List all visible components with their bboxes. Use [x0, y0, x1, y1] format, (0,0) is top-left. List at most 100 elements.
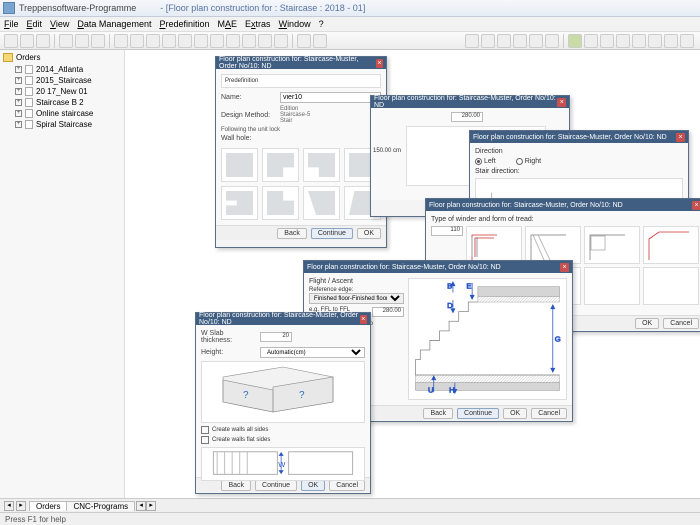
- name-field[interactable]: [280, 92, 381, 103]
- tb-a2[interactable]: [146, 34, 160, 48]
- radio-right[interactable]: Right: [516, 158, 541, 165]
- menu-edit[interactable]: Edit: [27, 19, 43, 29]
- winder-thumb[interactable]: [584, 226, 640, 264]
- dialog-walls: Floor plan construction for: Staircase-M…: [195, 312, 371, 494]
- close-icon[interactable]: ×: [557, 98, 566, 107]
- menu-predefinition[interactable]: Predefinition: [159, 19, 209, 29]
- plan-thumb[interactable]: [262, 148, 299, 182]
- tb-r13[interactable]: [664, 34, 678, 48]
- tb-r11[interactable]: [632, 34, 646, 48]
- close-icon[interactable]: ×: [676, 133, 685, 142]
- tb-a5[interactable]: [194, 34, 208, 48]
- menu-view[interactable]: View: [50, 19, 69, 29]
- tb-a9[interactable]: [258, 34, 272, 48]
- tb-r2[interactable]: [481, 34, 495, 48]
- tb-a3[interactable]: [162, 34, 176, 48]
- cancel-button[interactable]: Cancel: [663, 318, 699, 329]
- close-icon[interactable]: ×: [360, 315, 367, 324]
- cancel-button[interactable]: Cancel: [531, 408, 567, 419]
- tb-r14[interactable]: [680, 34, 694, 48]
- plan-thumb[interactable]: [303, 148, 340, 182]
- tb-r3[interactable]: [497, 34, 511, 48]
- tb-r6[interactable]: [545, 34, 559, 48]
- ref-edge-select[interactable]: Finished floor-Finished floor: [309, 293, 404, 304]
- plan-thumb[interactable]: [303, 186, 340, 220]
- tb-r10[interactable]: [616, 34, 630, 48]
- thumb-grid: [221, 148, 381, 220]
- tree-item[interactable]: +2014_Atlanta: [3, 64, 121, 75]
- tb-r4[interactable]: [513, 34, 527, 48]
- menu-file[interactable]: File: [4, 19, 19, 29]
- tb-copy[interactable]: [75, 34, 89, 48]
- tb-a10[interactable]: [274, 34, 288, 48]
- back-button[interactable]: Back: [277, 228, 307, 239]
- tb-new[interactable]: [4, 34, 18, 48]
- radio-left[interactable]: Left: [475, 158, 496, 165]
- tb-r9[interactable]: [600, 34, 614, 48]
- menu-data-management[interactable]: Data Management: [77, 19, 151, 29]
- statusbar: Press F1 for help: [0, 512, 700, 525]
- wslab-input[interactable]: 20: [260, 332, 292, 342]
- chk-flatsides[interactable]: Create walls flat sides: [201, 436, 365, 444]
- tb-r12[interactable]: [648, 34, 662, 48]
- close-icon[interactable]: ×: [692, 201, 700, 210]
- tab-nav-left[interactable]: ◂: [4, 501, 14, 511]
- height-select[interactable]: Automatic(cm): [260, 347, 365, 358]
- tree-item[interactable]: +Staircase B 2: [3, 97, 121, 108]
- ok-button[interactable]: OK: [357, 228, 381, 239]
- continue-button[interactable]: Continue: [311, 228, 353, 239]
- tb-a11[interactable]: [297, 34, 311, 48]
- plan-thumb[interactable]: [221, 148, 258, 182]
- menu-extras[interactable]: Extras: [245, 19, 271, 29]
- close-icon[interactable]: ×: [560, 263, 569, 272]
- tb-a7[interactable]: [226, 34, 240, 48]
- ok-button[interactable]: OK: [635, 318, 659, 329]
- close-icon[interactable]: ×: [376, 59, 383, 68]
- tab-orders[interactable]: Orders: [29, 501, 67, 511]
- workspace: Orders +2014_Atlanta +2015_Staircase +20…: [0, 50, 700, 498]
- winder-thumb[interactable]: [466, 226, 522, 264]
- tb-open[interactable]: [20, 34, 34, 48]
- tb-save[interactable]: [36, 34, 50, 48]
- tree-item[interactable]: +20 17_New 01: [3, 86, 121, 97]
- winder-thumb[interactable]: [584, 267, 640, 305]
- tree-item[interactable]: +2015_Staircase: [3, 75, 121, 86]
- tb-paste[interactable]: [91, 34, 105, 48]
- tb-a8[interactable]: [242, 34, 256, 48]
- winder-thumb[interactable]: [643, 267, 699, 305]
- tb-r5[interactable]: [529, 34, 543, 48]
- dialog-titlebar[interactable]: Floor plan construction for: Staircase-M…: [216, 57, 386, 69]
- svg-text:U: U: [428, 385, 434, 394]
- winder-thumb[interactable]: [643, 226, 699, 264]
- tb-r8[interactable]: [584, 34, 598, 48]
- tab-nav-right2[interactable]: ▸: [146, 501, 156, 511]
- tb-cut[interactable]: [59, 34, 73, 48]
- tree-item[interactable]: +Online staircase: [3, 108, 121, 119]
- tree-root[interactable]: Orders: [3, 53, 121, 62]
- tb-a12[interactable]: [313, 34, 327, 48]
- tb-a4[interactable]: [178, 34, 192, 48]
- tab-nav-right[interactable]: ▸: [16, 501, 26, 511]
- continue-button[interactable]: Continue: [457, 408, 499, 419]
- tb-r1[interactable]: [465, 34, 479, 48]
- plan-thumb[interactable]: [221, 186, 258, 220]
- tb-print[interactable]: [114, 34, 128, 48]
- menu-window[interactable]: Window: [279, 19, 311, 29]
- back-button[interactable]: Back: [423, 408, 453, 419]
- w-input[interactable]: 110: [431, 226, 463, 236]
- width-input[interactable]: 280.00: [451, 112, 483, 122]
- menu-mae[interactable]: MAE: [218, 19, 238, 29]
- plan-thumb[interactable]: [262, 186, 299, 220]
- ffl-input[interactable]: 280.00: [372, 307, 404, 317]
- menu-help[interactable]: ?: [319, 19, 324, 29]
- tb-a6[interactable]: [210, 34, 224, 48]
- tb-r7[interactable]: [568, 34, 582, 48]
- ok-button[interactable]: OK: [503, 408, 527, 419]
- tb-a1[interactable]: [130, 34, 144, 48]
- tab-cnc[interactable]: CNC-Programs: [66, 501, 135, 511]
- tree-item[interactable]: +Spiral Staircase: [3, 119, 121, 130]
- tree-root-label: Orders: [16, 53, 40, 62]
- chk-allsides[interactable]: Create walls all sides: [201, 426, 365, 434]
- winder-thumb[interactable]: [525, 226, 581, 264]
- tab-nav-left2[interactable]: ◂: [136, 501, 146, 511]
